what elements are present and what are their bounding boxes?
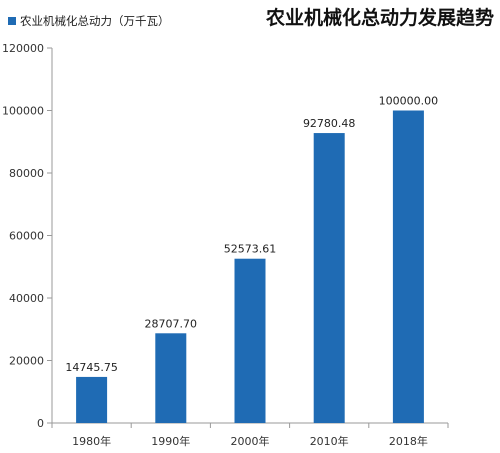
y-tick-label: 100000 [2, 105, 44, 118]
bar [234, 258, 266, 423]
x-tick-label: 2018年 [389, 434, 428, 448]
y-tick-label: 40000 [9, 292, 44, 305]
bars-group [76, 110, 424, 423]
data-label: 28707.70 [145, 317, 198, 330]
legend-label: 农业机械化总动力（万千瓦） [20, 14, 170, 28]
legend-swatch [8, 17, 16, 25]
axes-group: 0 20000 40000 60000 80000 100000 120000 1980年 19… [2, 42, 449, 448]
x-tick-label: 2000年 [231, 434, 270, 448]
data-labels-group: 14745.75 28707.70 52573.61 92780.48 100000.0… [65, 95, 438, 374]
bar [76, 376, 108, 423]
bar [313, 133, 345, 423]
x-tick-label: 1980年 [72, 434, 111, 448]
data-label: 100000.00 [379, 95, 439, 108]
y-tick-label: 120000 [2, 42, 44, 55]
y-tick-label: 20000 [9, 355, 44, 368]
chart-title: 农业机械化总动力发展趋势 [265, 6, 494, 29]
data-label: 92780.48 [303, 117, 356, 130]
data-label: 52573.61 [224, 243, 277, 256]
data-label: 14745.75 [65, 361, 118, 374]
x-tick-label: 2010年 [310, 434, 349, 448]
y-tick-label: 80000 [9, 167, 44, 180]
y-tick-label: 0 [37, 417, 44, 430]
y-tick-label: 60000 [9, 230, 44, 243]
x-tick-label: 1990年 [151, 434, 190, 448]
bar [392, 110, 424, 423]
bar [155, 333, 187, 423]
